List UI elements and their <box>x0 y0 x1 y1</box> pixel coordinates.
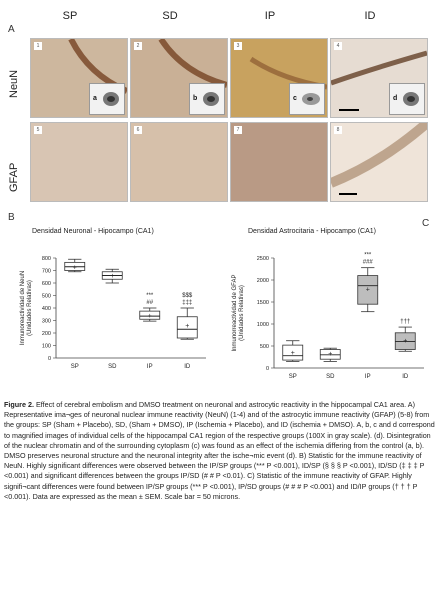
micrograph-gfap-sp: 5 <box>30 122 128 202</box>
box-id <box>176 316 198 339</box>
inset-a: a <box>89 83 125 115</box>
mean-marker: + <box>366 286 370 293</box>
mean-marker: + <box>328 351 332 358</box>
figure-caption: Figure 2. Effect of cerebral embolism an… <box>4 400 436 502</box>
y-tick-label: 700 <box>42 269 51 275</box>
micrograph-neun-ip: 3 c <box>230 38 328 118</box>
column-label-ip: IP <box>264 10 276 22</box>
image-number-1: 1 <box>34 42 42 50</box>
y-tick-label: 2000 <box>257 278 269 284</box>
y-tick-label: 800 <box>42 256 51 262</box>
y-axis-label: Inmunorreactividad de GFAP <box>232 274 238 351</box>
cell-icon <box>302 93 320 105</box>
x-tick-label: IP <box>365 374 371 380</box>
y-tick-label: 600 <box>42 281 51 287</box>
mean-marker: + <box>148 313 152 320</box>
row-label-gfap: GFAP <box>8 162 20 192</box>
mean-marker: + <box>403 338 407 345</box>
mean-marker: + <box>110 273 114 280</box>
panel-letter-a: A <box>8 24 15 35</box>
inset-letter-c: c <box>293 95 297 102</box>
cell-icon <box>203 92 219 106</box>
y-tick-label: 0 <box>48 356 51 362</box>
scale-bar <box>339 193 357 195</box>
significance-annotation: ††† <box>400 319 410 325</box>
stained-band <box>158 39 227 88</box>
y-tick-label: 500 <box>42 294 51 300</box>
stained-band <box>331 50 427 86</box>
chart-gfap: 0 500 1000 1500 2000 2500 Inmunorreactividad d… <box>232 253 424 380</box>
column-label-id: ID <box>364 10 376 22</box>
x-tick-label: IP <box>147 364 153 370</box>
inset-d: d <box>389 83 425 115</box>
mean-marker: + <box>73 264 77 271</box>
significance-annotation: ### <box>363 260 374 266</box>
box-ip <box>357 275 379 305</box>
x-tick-label: SD <box>108 364 117 370</box>
chart-c-title: Densidad Astrocitaria - Hipocampo (CA1) <box>248 228 376 235</box>
panel-letter-c: C <box>422 218 430 229</box>
y-tick-label: 1500 <box>257 300 269 306</box>
significance-annotation: *** <box>364 253 372 259</box>
caption-label: Figure 2. <box>4 400 34 409</box>
y-tick-label: 400 <box>42 306 51 312</box>
y-axis-label: Inmunoreactividad de NeuN <box>20 271 26 345</box>
y-tick-label: 0 <box>266 366 269 372</box>
y-axis-label: (Unidades Relativas) <box>27 280 33 336</box>
column-label-sd: SD <box>162 10 178 22</box>
image-number-3: 3 <box>234 42 242 50</box>
panel-letter-b: B <box>8 212 15 223</box>
image-number-8: 8 <box>334 126 342 134</box>
inset-letter-b: b <box>193 95 198 102</box>
chart-b-title: Densidad Neuronal - Hipocampo (CA1) <box>32 228 154 235</box>
stained-band <box>331 123 427 188</box>
micrograph-neun-id: 4 d <box>330 38 428 118</box>
micrograph-gfap-id: 8 <box>330 122 428 202</box>
y-tick-label: 2500 <box>257 256 269 262</box>
inset-letter-d: d <box>393 95 398 102</box>
inset-letter-a: a <box>93 95 97 102</box>
scale-bar <box>339 109 359 111</box>
y-tick-label: 300 <box>42 319 51 325</box>
y-tick-label: 500 <box>260 344 269 350</box>
significance-annotation: $$$ <box>182 293 193 299</box>
y-tick-label: 1000 <box>257 322 269 328</box>
image-number-2: 2 <box>134 42 142 50</box>
inset-c: c <box>289 83 325 115</box>
chart-neun: 0 100 200 300 400 500 600 700 800 Inmunoreactivid… <box>20 256 206 370</box>
x-tick-label: ID <box>402 374 409 380</box>
image-number-6: 6 <box>134 126 142 134</box>
micrograph-gfap-sd: 6 <box>130 122 228 202</box>
box-ip <box>139 310 161 320</box>
image-number-5: 5 <box>34 126 42 134</box>
image-number-7: 7 <box>234 126 242 134</box>
y-tick-label: 200 <box>42 331 51 337</box>
inset-b: b <box>189 83 225 115</box>
micrograph-neun-sd: 2 b <box>130 38 228 118</box>
x-tick-label: SD <box>326 374 335 380</box>
significance-annotation: ## <box>146 300 153 306</box>
y-tick-label: 100 <box>42 344 51 350</box>
caption-text: Effect of cerebral embolism and DMSO tre… <box>4 400 435 501</box>
micrograph-neun-sp: 1 a <box>30 38 128 118</box>
significance-annotation: ‡‡‡ <box>182 300 192 306</box>
mean-marker: + <box>185 323 189 330</box>
box-sp <box>282 344 304 361</box>
column-label-sp: SP <box>62 10 78 22</box>
row-label-neun: NeuN <box>8 69 20 98</box>
y-axis-label: (Unidades Relativas) <box>239 285 245 341</box>
significance-annotation: *** <box>146 293 154 299</box>
micrograph-gfap-ip: 7 <box>230 122 328 202</box>
x-tick-label: SP <box>71 364 79 370</box>
cell-icon <box>403 92 419 106</box>
mean-marker: + <box>291 350 295 357</box>
x-tick-label: ID <box>184 364 191 370</box>
cell-icon <box>103 92 119 106</box>
image-number-4: 4 <box>334 42 342 50</box>
x-tick-label: SP <box>289 374 297 380</box>
